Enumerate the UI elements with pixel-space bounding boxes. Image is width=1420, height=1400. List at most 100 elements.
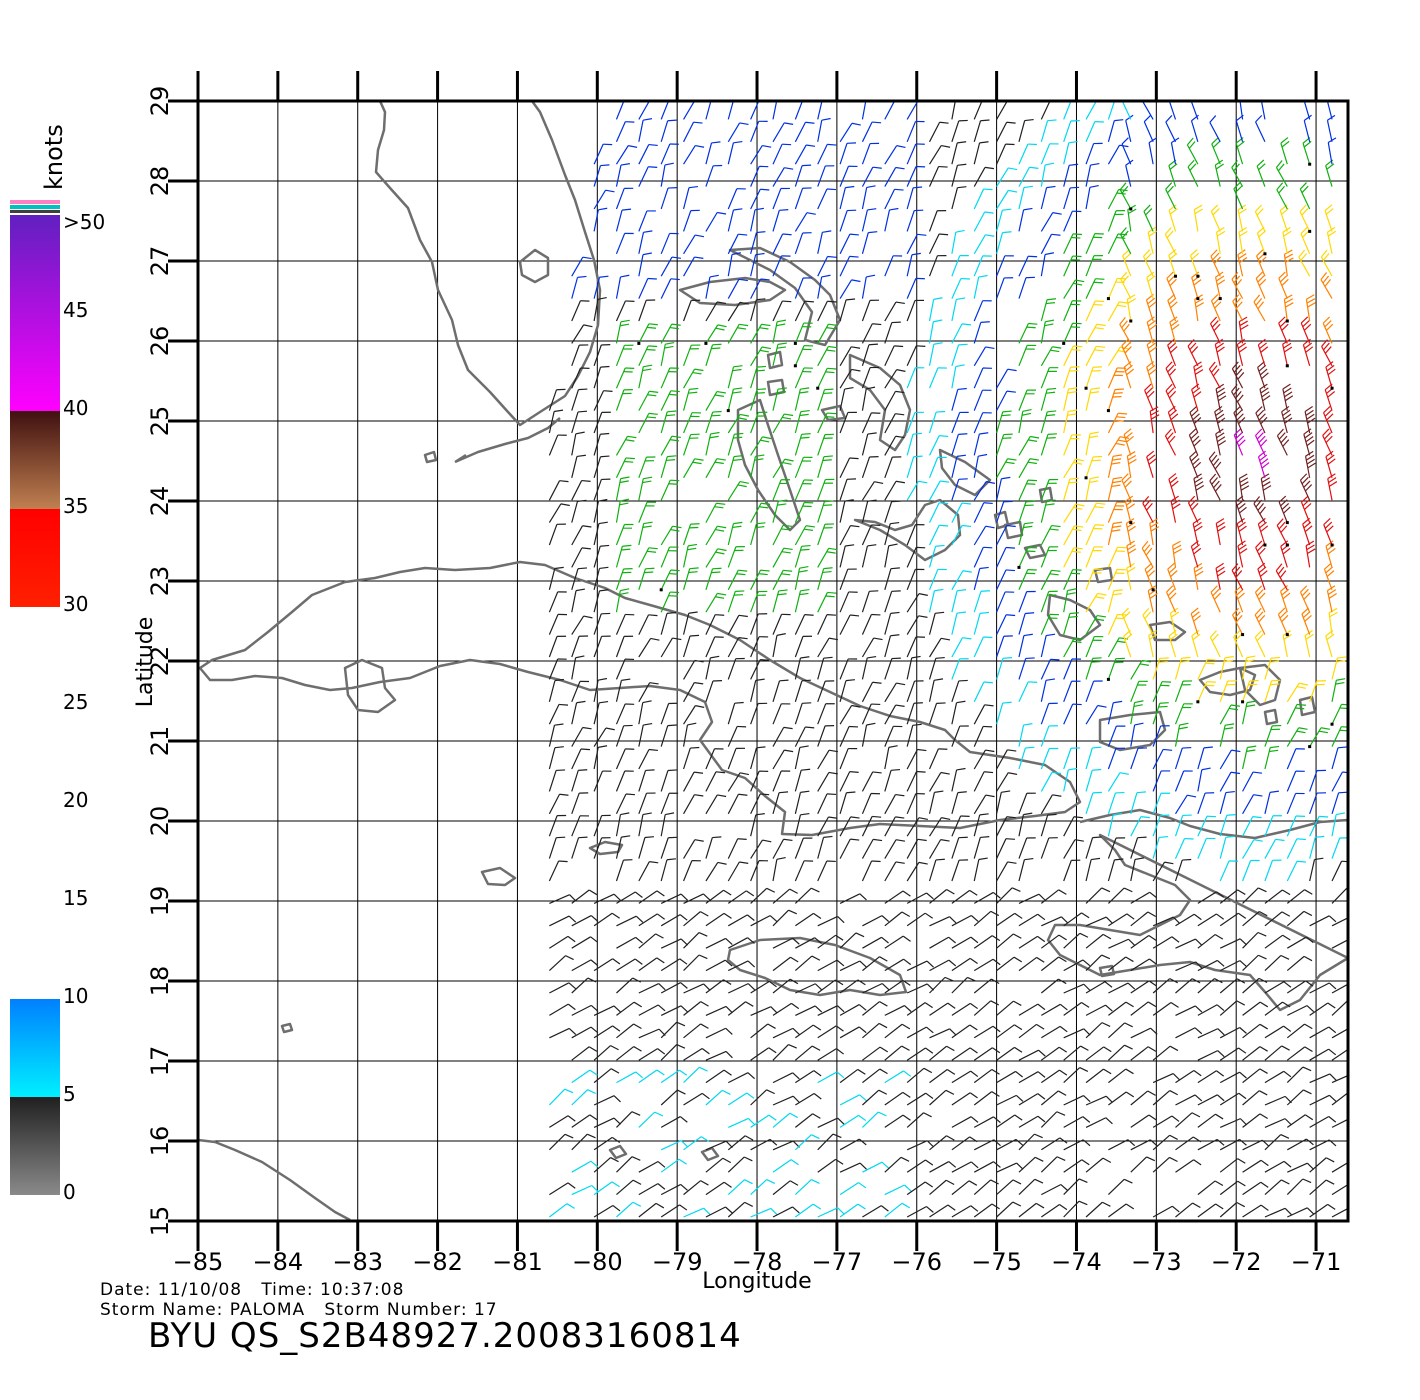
wind-barb-flag <box>605 727 615 731</box>
colorbar-cap-pink <box>10 200 60 204</box>
wind-barb <box>1085 1022 1111 1039</box>
wind-barb-flag <box>934 588 944 592</box>
wind-barb <box>794 544 811 568</box>
wind-barb-shaft <box>750 1047 770 1061</box>
wind-barb <box>906 1092 934 1106</box>
wind-barb-flag <box>1237 1180 1246 1187</box>
wind-barb <box>549 1003 576 1016</box>
wind-barb <box>1286 703 1307 725</box>
wind-barb <box>1040 252 1055 277</box>
wind-barb-flag <box>812 1113 821 1119</box>
wind-barb <box>638 957 665 972</box>
wind-barb <box>772 1140 800 1151</box>
wind-barb-flag <box>866 722 876 726</box>
wind-barb-shaft <box>929 889 947 904</box>
wind-barb-shaft <box>1219 725 1226 747</box>
wind-barb-shaft <box>1264 1025 1284 1039</box>
wind-barb-flag <box>1260 387 1269 394</box>
wind-barb-flag <box>1150 522 1159 528</box>
coast-eleuthera <box>848 353 912 452</box>
wind-barb <box>593 700 609 725</box>
wind-barb-flag <box>1045 319 1055 323</box>
wind-barb-flag <box>837 916 845 924</box>
wind-barb-shaft <box>593 1025 613 1039</box>
wind-barb-flag <box>739 480 749 484</box>
wind-barb <box>616 1111 641 1128</box>
wind-barb-flag <box>1212 458 1220 466</box>
wind-barb-flag <box>642 368 652 372</box>
wind-barb-shaft <box>1040 978 1059 994</box>
wind-barb <box>906 1047 934 1061</box>
wind-barb <box>1063 983 1091 994</box>
wind-barb <box>1040 725 1058 747</box>
wind-barb-shaft <box>1145 299 1154 322</box>
wind-barb-shaft <box>794 726 806 747</box>
wind-barb <box>973 891 1001 904</box>
wind-barb <box>1264 1133 1290 1151</box>
rain-flag-dot <box>1106 297 1110 301</box>
wind-barb-shaft <box>705 1140 727 1151</box>
wind-barb <box>1018 681 1038 703</box>
wind-barb-shaft <box>1107 501 1118 523</box>
wind-barb <box>794 790 810 814</box>
wind-barb-flag <box>1002 657 1012 659</box>
rain-flag-dot <box>637 341 641 345</box>
wind-barb-flag <box>1193 417 1202 424</box>
wind-barb-flag <box>926 892 934 900</box>
wind-barb-shaft <box>1309 1026 1330 1039</box>
wind-barb-shaft <box>1174 703 1185 725</box>
wind-barb <box>816 367 837 390</box>
wind-barb-flag <box>1034 1178 1044 1184</box>
wind-barb <box>638 861 659 882</box>
wind-barb <box>1107 887 1133 904</box>
wind-barb-flag <box>895 390 905 394</box>
wind-barb-shaft <box>1257 344 1266 366</box>
wind-barb-flag <box>1137 836 1147 839</box>
wind-barb <box>884 1005 912 1016</box>
wind-barb <box>1040 212 1062 232</box>
wind-barb <box>1264 1118 1292 1128</box>
wind-barb <box>1287 936 1314 949</box>
wind-barb <box>615 300 635 322</box>
wind-barb-flag <box>1148 980 1157 987</box>
wind-barb <box>683 1092 710 1106</box>
wind-barb-shaft <box>638 456 647 479</box>
wind-barb-flag <box>590 959 599 967</box>
wind-barb-flag <box>619 323 630 327</box>
wind-barb-flag <box>745 1001 754 1007</box>
wind-barb <box>1175 938 1203 949</box>
wind-barb <box>638 700 652 725</box>
wind-barb-flag <box>1049 573 1059 576</box>
rain-flag-dot <box>1196 700 1200 704</box>
wind-barb-flag <box>1007 458 1017 461</box>
wind-barb-flag <box>715 596 725 599</box>
wind-barb <box>1063 434 1081 456</box>
wind-barb <box>906 1181 934 1196</box>
wind-barb-shaft <box>1107 301 1120 322</box>
wind-barb-flag <box>783 726 793 730</box>
wind-barb-flag <box>1167 562 1175 570</box>
wind-barb-shaft <box>571 411 579 434</box>
colorbar-label: >50 <box>63 210 105 234</box>
wind-barb-shaft <box>750 232 758 254</box>
wind-barb <box>1197 934 1224 949</box>
wind-barb-flag <box>913 702 923 704</box>
wind-barb <box>1041 1025 1068 1039</box>
wind-barb-shaft <box>705 794 718 815</box>
wind-barb-flag <box>1280 525 1288 533</box>
wind-barb-shaft <box>996 1070 1016 1084</box>
wind-barb-shaft <box>593 366 602 389</box>
wind-barb-shaft <box>1085 954 1103 972</box>
wind-barb-shaft <box>1085 747 1093 770</box>
wind-barb-flag <box>778 499 788 502</box>
wind-barb <box>1040 1204 1068 1218</box>
wind-barb-shaft <box>884 480 897 501</box>
wind-barb <box>973 300 992 322</box>
wind-barb-flag <box>1213 592 1222 600</box>
wind-barb-flag <box>926 960 934 968</box>
wind-barb <box>1219 1000 1246 1016</box>
wind-barb-shaft <box>1175 1112 1193 1128</box>
wind-barb-shaft <box>593 189 607 210</box>
wind-barb-flag <box>1304 342 1313 349</box>
wind-barb <box>772 1180 799 1196</box>
